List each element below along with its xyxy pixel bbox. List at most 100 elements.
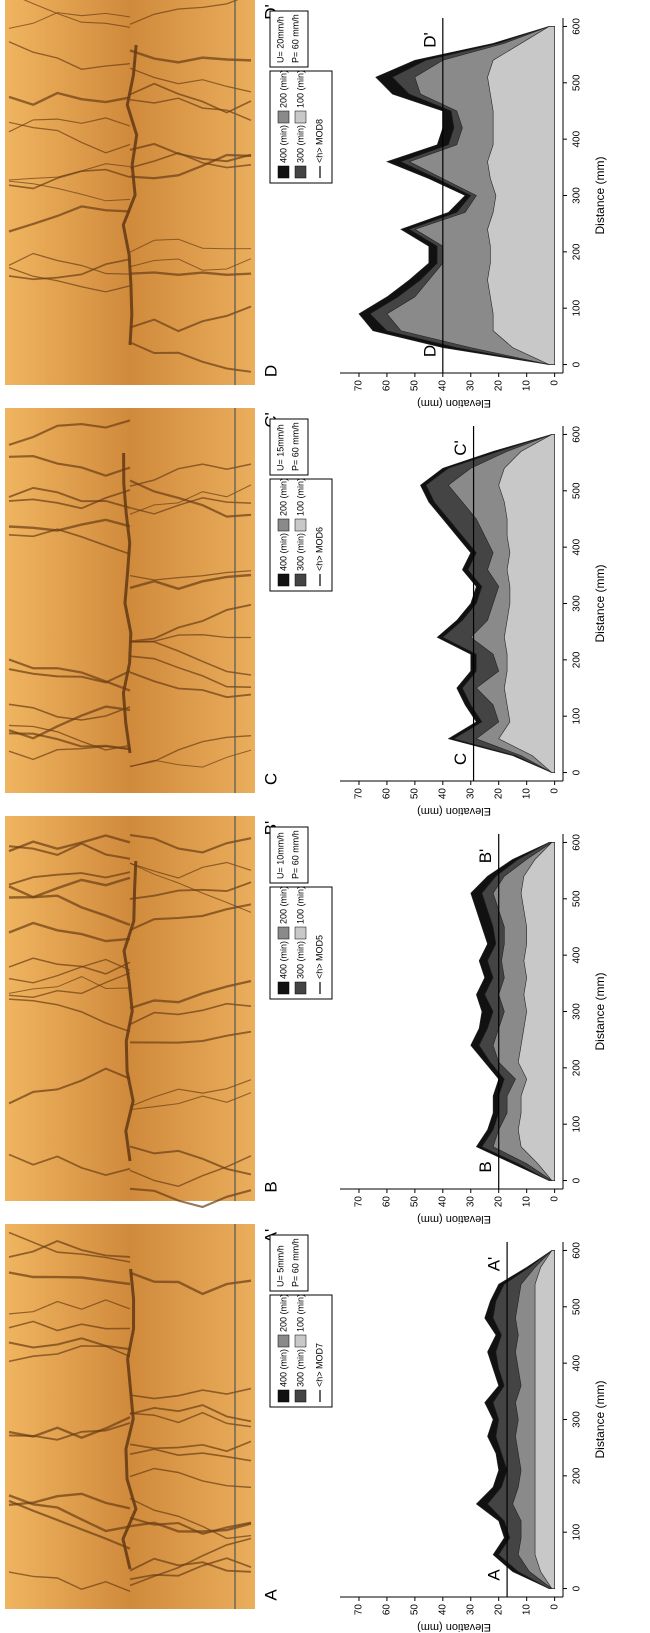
drainage [8, 842, 131, 860]
params-text: U= 20mm/h [275, 16, 285, 63]
legend-swatch [294, 110, 307, 124]
x-tick-label: 500 [572, 74, 583, 91]
legend-label: 400 (min) [278, 941, 288, 979]
drainage [129, 1557, 252, 1573]
legend-box [269, 886, 333, 1000]
x-tick-label: 600 [572, 18, 583, 35]
drainage [129, 1521, 252, 1533]
legend-label: 100 (min) [295, 1294, 305, 1332]
drainage [129, 1187, 252, 1209]
x-tick-label: 300 [572, 1411, 583, 1428]
section-label: D [420, 345, 439, 357]
drainage [129, 97, 252, 121]
drainage [8, 168, 131, 190]
params-text: U= 10mm/h [275, 832, 285, 879]
drainage [8, 1422, 131, 1441]
legend-label: 300 (min) [295, 533, 305, 571]
drainage [8, 454, 131, 477]
x-tick-label: 500 [572, 482, 583, 499]
y-tick-label: 10 [521, 380, 532, 392]
drainage [8, 258, 131, 281]
drainage [129, 1155, 252, 1188]
legend-swatch [294, 1334, 307, 1348]
drainage [8, 252, 131, 275]
y-tick-label: 20 [493, 380, 504, 392]
x-tick-label: 300 [572, 595, 583, 612]
x-tick-label: 200 [572, 1467, 583, 1484]
x-tick-label: 300 [572, 187, 583, 204]
drainage [129, 1448, 252, 1462]
params-box [269, 826, 309, 884]
y-tick-label: 30 [465, 788, 476, 800]
legend-swatch [294, 165, 307, 179]
drainage [129, 979, 252, 1010]
y-tick-label: 0 [549, 1196, 560, 1202]
legend-label: <h> MOD5 [314, 935, 324, 979]
drainage [8, 1153, 131, 1177]
legend-label: 200 (min) [278, 886, 288, 924]
legend-swatch [277, 1389, 290, 1403]
drainage [129, 1030, 252, 1044]
drainage [8, 91, 131, 106]
legend-swatch [294, 926, 307, 940]
x-tick-label: 600 [572, 426, 583, 443]
legend-label: <h> MOD8 [314, 119, 324, 163]
y-tick-label: 20 [493, 788, 504, 800]
y-tick-label: 0 [549, 1604, 560, 1610]
x-tick-label: 100 [572, 707, 583, 724]
params-text: U= 5mm/h [275, 1245, 285, 1287]
drainage [8, 972, 131, 998]
drainage [129, 238, 252, 253]
drainage [129, 484, 252, 515]
legend-label: 100 (min) [295, 70, 305, 108]
drainage [8, 41, 131, 70]
drainage [129, 671, 252, 699]
elevation-area [534, 1250, 555, 1589]
drainage [8, 121, 131, 154]
params-box [269, 1234, 309, 1292]
drainage [129, 834, 252, 854]
drainage [129, 1002, 252, 1026]
drainage [129, 152, 252, 169]
x-tick-label: 400 [572, 538, 583, 555]
section-label: D' [420, 32, 439, 48]
y-axis-label: Elevation (mm) [417, 397, 491, 409]
y-tick-label: 40 [437, 1604, 448, 1616]
drainage [8, 1345, 131, 1363]
drainage [129, 881, 252, 900]
drainage [8, 976, 131, 994]
section-label: C [451, 753, 470, 765]
legend-label: <h> MOD6 [314, 527, 324, 571]
drainage [8, 267, 131, 293]
y-tick-label: 0 [549, 788, 560, 794]
y-tick-label: 50 [410, 1196, 421, 1208]
x-tick-label: 500 [572, 890, 583, 907]
main-channel [121, 44, 139, 346]
legend-label: 100 (min) [295, 886, 305, 924]
legend-label: 200 (min) [278, 1294, 288, 1332]
drainage [8, 703, 131, 721]
drainage [129, 153, 252, 180]
drainage [8, 1337, 131, 1351]
legend-label: 200 (min) [278, 70, 288, 108]
params-text: P= 60 mm/h [290, 1238, 300, 1287]
y-tick-label: 70 [354, 1196, 365, 1208]
x-tick-label: 600 [572, 834, 583, 851]
y-tick-label: 50 [410, 788, 421, 800]
x-tick-label: 200 [572, 651, 583, 668]
legend-swatch [294, 981, 307, 995]
drainage [129, 142, 252, 163]
elevation-area [498, 434, 555, 773]
y-tick-label: 60 [382, 380, 393, 392]
drainage [129, 1557, 252, 1581]
legend-label: <h> MOD7 [314, 1343, 324, 1387]
drainage [129, 1497, 252, 1540]
y-tick-label: 10 [521, 788, 532, 800]
drainage [129, 735, 252, 768]
drainage [8, 1571, 131, 1592]
drainage [8, 117, 131, 133]
y-tick-label: 30 [465, 1604, 476, 1616]
section-label: C [261, 773, 280, 785]
drainage [8, 724, 131, 751]
